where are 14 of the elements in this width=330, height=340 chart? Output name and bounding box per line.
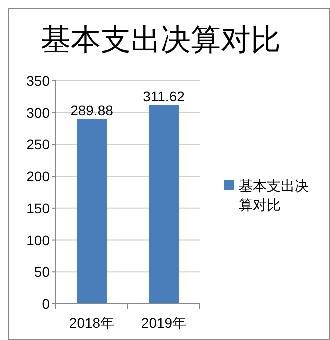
y-tick-label: 250	[26, 136, 50, 153]
y-tick-label: 0	[42, 296, 50, 312]
y-tick-label: 100	[26, 232, 50, 248]
y-tick-label: 50	[34, 264, 50, 280]
x-tick-label: 2018年	[69, 315, 115, 331]
y-tick-label: 300	[26, 104, 50, 121]
x-tick-label: 2019年	[141, 315, 187, 331]
y-tick-label: 150	[26, 200, 50, 216]
y-tick-label: 200	[26, 168, 50, 185]
y-tick-label: 350	[26, 73, 50, 89]
legend-label: 基本支出决算对比	[239, 178, 309, 213]
data-label: 311.62	[143, 88, 186, 104]
data-label: 289.88	[70, 102, 114, 118]
chart-title: 基本支出决算对比	[41, 24, 281, 57]
